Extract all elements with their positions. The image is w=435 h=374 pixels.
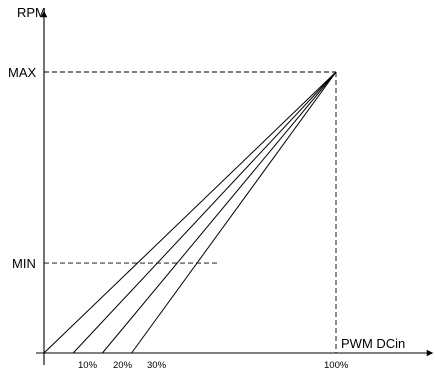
x-tick-100: 100% (324, 360, 349, 371)
y-tick-max: MAX (8, 65, 37, 80)
x-tick-10: 10% (78, 360, 98, 371)
series-line-1 (43, 71, 337, 354)
x-tick-30: 30% (147, 360, 167, 371)
y-axis-label: RPM (17, 5, 46, 20)
series-lines (43, 71, 337, 354)
y-tick-min: MIN (12, 256, 36, 271)
x-axis-label: PWM DCin (341, 336, 405, 351)
series-line-3 (102, 71, 337, 354)
series-line-4 (131, 71, 337, 354)
x-tick-20: 20% (113, 360, 133, 371)
series-line-2 (72, 71, 337, 354)
